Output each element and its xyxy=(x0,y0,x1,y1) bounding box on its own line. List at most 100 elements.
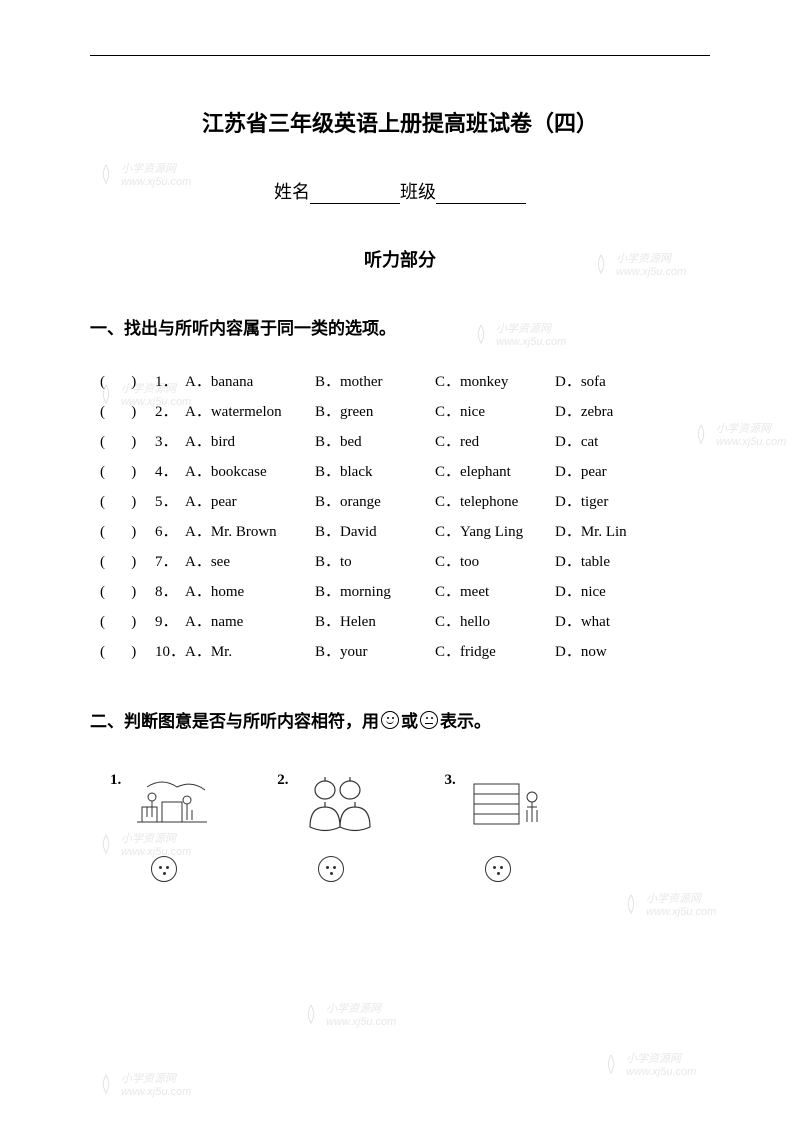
option-a: A．Mr. xyxy=(185,637,315,667)
exam-page: 江苏省三年级英语上册提高班试卷（四） 姓名 班级 听力部分 一、找出与所听内容属于… xyxy=(90,55,710,882)
option-a: A．bird xyxy=(185,427,315,457)
option-d: D．table xyxy=(555,547,655,577)
wm-text: 小学资源网 xyxy=(646,893,701,905)
question-row: ( )4．A．bookcaseB．blackC．elephantD．pear xyxy=(100,457,710,487)
picture-drawing xyxy=(462,772,552,842)
option-a: A．banana xyxy=(185,367,315,397)
question-number: 4． xyxy=(155,457,185,487)
watermark: 小学资源网www.xj5u.com xyxy=(300,1000,396,1028)
wm-url: www.xj5u.com xyxy=(646,906,716,918)
watermark: 小学资源网www.xj5u.com xyxy=(95,1070,191,1098)
option-b: B．bed xyxy=(315,427,435,457)
listening-header: 听力部分 xyxy=(90,246,710,272)
wm-url: www.xj5u.com xyxy=(326,1016,396,1028)
answer-blank[interactable]: ( ) xyxy=(100,607,155,637)
option-d: D．now xyxy=(555,637,655,667)
section1-instruction: 一、找出与所听内容属于同一类的选项。 xyxy=(90,314,710,339)
answer-face-icon[interactable] xyxy=(318,856,344,882)
option-c: C．red xyxy=(435,427,555,457)
option-c: C．meet xyxy=(435,577,555,607)
question-row: ( )3．A．birdB．bedC．redD．cat xyxy=(100,427,710,457)
option-b: B．morning xyxy=(315,577,435,607)
option-d: D．sofa xyxy=(555,367,655,397)
picture-item: 1. xyxy=(110,772,217,882)
question-number: 3． xyxy=(155,427,185,457)
page-title: 江苏省三年级英语上册提高班试卷（四） xyxy=(90,106,710,138)
answer-blank[interactable]: ( ) xyxy=(100,397,155,427)
option-d: D．pear xyxy=(555,457,655,487)
answer-blank[interactable]: ( ) xyxy=(100,457,155,487)
question-number: 2． xyxy=(155,397,185,427)
smile-face-icon xyxy=(381,711,399,729)
option-b: B．Helen xyxy=(315,607,435,637)
question-number: 10． xyxy=(155,637,185,667)
answer-blank[interactable]: ( ) xyxy=(100,367,155,397)
option-a: A．pear xyxy=(185,487,315,517)
answer-face-icon[interactable] xyxy=(151,856,177,882)
option-b: B．to xyxy=(315,547,435,577)
picture-item: 3. xyxy=(445,772,552,882)
question-row: ( )5．A．pearB．orangeC．telephoneD．tiger xyxy=(100,487,710,517)
answer-blank[interactable]: ( ) xyxy=(100,637,155,667)
answer-blank[interactable]: ( ) xyxy=(100,517,155,547)
class-label: 班级 xyxy=(400,182,436,202)
question-number: 5． xyxy=(155,487,185,517)
instr2-pre: 二、判断图意是否与所听内容相符，用 xyxy=(90,707,379,732)
question-row: ( )2．A．watermelonB．greenC．niceD．zebra xyxy=(100,397,710,427)
option-c: C．elephant xyxy=(435,457,555,487)
wm-url: www.xj5u.com xyxy=(626,1066,696,1078)
option-b: B．mother xyxy=(315,367,435,397)
question-number: 1． xyxy=(155,367,185,397)
question-number: 6． xyxy=(155,517,185,547)
wm-url: www.xj5u.com xyxy=(121,1086,191,1098)
picture-number: 3. xyxy=(445,772,456,789)
option-b: B．your xyxy=(315,637,435,667)
option-c: C．monkey xyxy=(435,367,555,397)
class-blank[interactable] xyxy=(436,186,526,204)
question-number: 8． xyxy=(155,577,185,607)
name-blank[interactable] xyxy=(310,186,400,204)
section2-instruction: 二、判断图意是否与所听内容相符，用 或 表示。 xyxy=(90,707,710,732)
wm-text: 小学资源网 xyxy=(716,423,771,435)
wm-text: 小学资源网 xyxy=(326,1003,381,1015)
option-a: A．home xyxy=(185,577,315,607)
option-c: C．nice xyxy=(435,397,555,427)
option-a: A．watermelon xyxy=(185,397,315,427)
option-d: D．zebra xyxy=(555,397,655,427)
option-b: B．green xyxy=(315,397,435,427)
option-d: D．what xyxy=(555,607,655,637)
question-row: ( )7．A．seeB．toC．tooD．table xyxy=(100,547,710,577)
name-label: 姓名 xyxy=(274,182,310,202)
option-d: D．Mr. Lin xyxy=(555,517,655,547)
option-b: B．David xyxy=(315,517,435,547)
option-a: A．bookcase xyxy=(185,457,315,487)
instr2-post: 表示。 xyxy=(440,707,491,732)
question-number: 9． xyxy=(155,607,185,637)
neutral-face-icon xyxy=(420,711,438,729)
answer-face-icon[interactable] xyxy=(485,856,511,882)
question-table: ( )1．A．bananaB．motherC．monkeyD．sofa( )2．… xyxy=(100,367,710,667)
question-row: ( )6．A．Mr. BrownB．DavidC．Yang LingD．Mr. … xyxy=(100,517,710,547)
watermark: 小学资源网www.xj5u.com xyxy=(600,1050,696,1078)
picture-item: 2. xyxy=(277,772,384,882)
option-d: D．tiger xyxy=(555,487,655,517)
question-row: ( )10．A．Mr.B．yourC．fridgeD．now xyxy=(100,637,710,667)
answer-blank[interactable]: ( ) xyxy=(100,487,155,517)
picture-drawing xyxy=(295,772,385,842)
option-c: C．hello xyxy=(435,607,555,637)
student-info-line: 姓名 班级 xyxy=(90,178,710,204)
top-rule xyxy=(90,55,710,56)
option-d: D．cat xyxy=(555,427,655,457)
answer-blank[interactable]: ( ) xyxy=(100,577,155,607)
answer-blank[interactable]: ( ) xyxy=(100,547,155,577)
picture-number: 1. xyxy=(110,772,121,789)
question-row: ( )8．A．homeB．morningC．meetD．nice xyxy=(100,577,710,607)
answer-blank[interactable]: ( ) xyxy=(100,427,155,457)
option-c: C．telephone xyxy=(435,487,555,517)
option-c: C．too xyxy=(435,547,555,577)
picture-number: 2. xyxy=(277,772,288,789)
option-d: D．nice xyxy=(555,577,655,607)
question-row: ( )1．A．bananaB．motherC．monkeyD．sofa xyxy=(100,367,710,397)
wm-url: www.xj5u.com xyxy=(716,436,786,448)
picture-drawing xyxy=(127,772,217,842)
